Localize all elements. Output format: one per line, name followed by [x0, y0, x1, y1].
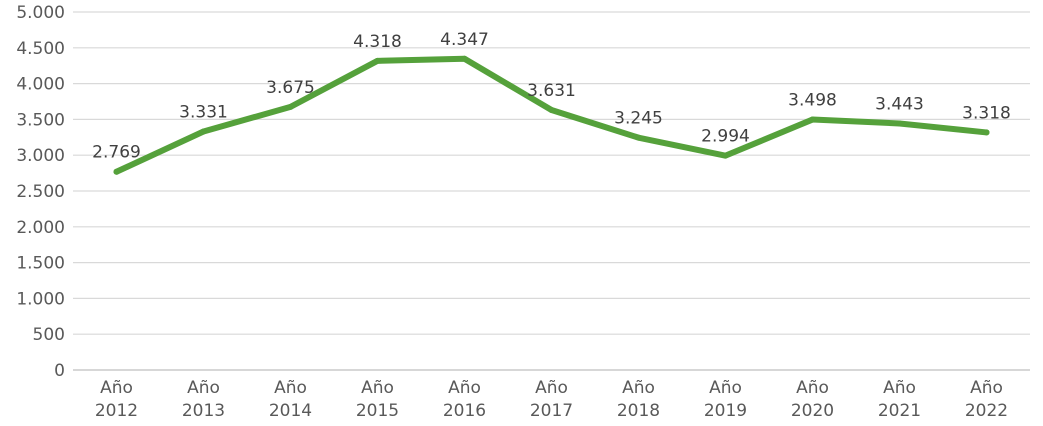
y-tick-label: 2.500: [16, 182, 65, 202]
x-tick-label-line: Año: [361, 378, 394, 398]
x-tick-label: Año 2015: [356, 378, 399, 421]
x-tick-label-line: Año: [100, 378, 133, 398]
x-tick-label: Año 2014: [269, 378, 312, 421]
y-tick-label: 3.000: [16, 146, 65, 166]
x-tick-label-line: 2020: [791, 401, 834, 421]
data-labels: 2.769 3.331 3.675 4.318 4.347 3.631 3.245 2.994…: [92, 30, 1011, 163]
gridlines: [73, 11, 1030, 371]
data-label: 3.318: [962, 103, 1011, 123]
data-label: 2.769: [92, 143, 141, 163]
data-label: 4.318: [353, 32, 402, 52]
x-tick-label-line: Año: [883, 378, 916, 398]
data-point: [635, 134, 642, 141]
x-tick-label: Año 2018: [617, 378, 660, 421]
data-point: [374, 57, 381, 64]
x-tick-label-line: Año: [187, 378, 220, 398]
y-axis-tick-labels: 0 500 1.000 1.500 2.000 2.500 3.000 3.500 4.000 4…: [16, 3, 65, 381]
data-label: 3.245: [614, 109, 663, 129]
x-tick-label-line: Año: [535, 378, 568, 398]
x-tick-label-line: Año: [274, 378, 307, 398]
data-point: [548, 107, 555, 114]
y-tick-label: 4.000: [16, 75, 65, 95]
y-tick-label: 0: [54, 361, 65, 381]
y-tick-label: 1.500: [16, 254, 65, 274]
data-label: 3.631: [527, 81, 576, 101]
x-axis-tick-labels: Año 2012 Año 2013 Año 2014 Año 2015 Año 2016 Año 20…: [95, 378, 1008, 421]
x-tick-label-line: Año: [448, 378, 481, 398]
x-tick-label-line: 2014: [269, 401, 312, 421]
x-tick-label-line: Año: [622, 378, 655, 398]
x-tick-label: Año 2017: [530, 378, 573, 421]
y-tick-label: 1.000: [16, 289, 65, 309]
data-point: [200, 128, 207, 135]
x-tick-label-line: 2018: [617, 401, 660, 421]
data-point: [896, 120, 903, 127]
x-tick-label-line: Año: [970, 378, 1003, 398]
data-label: 4.347: [440, 30, 489, 50]
x-tick-label-line: 2022: [965, 401, 1008, 421]
x-tick-label-line: 2016: [443, 401, 486, 421]
y-tick-label: 4.500: [16, 39, 65, 59]
data-point: [809, 116, 816, 123]
data-point: [287, 103, 294, 110]
data-point: [983, 129, 990, 136]
x-tick-label: Año 2016: [443, 378, 486, 421]
x-tick-label: Año 2020: [791, 378, 834, 421]
x-tick-label-line: 2015: [356, 401, 399, 421]
x-tick-label: Año 2019: [704, 378, 747, 421]
x-tick-label-line: 2013: [182, 401, 225, 421]
data-point: [461, 55, 468, 62]
x-tick-label-line: 2019: [704, 401, 747, 421]
data-label: 2.994: [701, 127, 750, 147]
series-line-group: [113, 55, 990, 175]
y-tick-label: 3.500: [16, 110, 65, 130]
x-tick-label-line: Año: [709, 378, 742, 398]
data-point: [722, 152, 729, 159]
data-label: 3.498: [788, 91, 837, 111]
x-tick-label-line: 2012: [95, 401, 138, 421]
data-label: 3.331: [179, 103, 228, 123]
y-tick-label: 500: [33, 325, 65, 345]
x-tick-label: Año 2022: [965, 378, 1008, 421]
y-tick-label: 5.000: [16, 3, 65, 23]
data-label: 3.443: [875, 94, 924, 114]
x-tick-label: Año 2013: [182, 378, 225, 421]
data-point: [113, 168, 120, 175]
data-label: 3.675: [266, 78, 315, 98]
x-tick-label-line: Año: [796, 378, 829, 398]
y-tick-label: 2.000: [16, 218, 65, 238]
x-tick-label: Año 2021: [878, 378, 921, 421]
x-tick-label-line: 2021: [878, 401, 921, 421]
x-tick-label: Año 2012: [95, 378, 138, 421]
x-tick-label-line: 2017: [530, 401, 573, 421]
